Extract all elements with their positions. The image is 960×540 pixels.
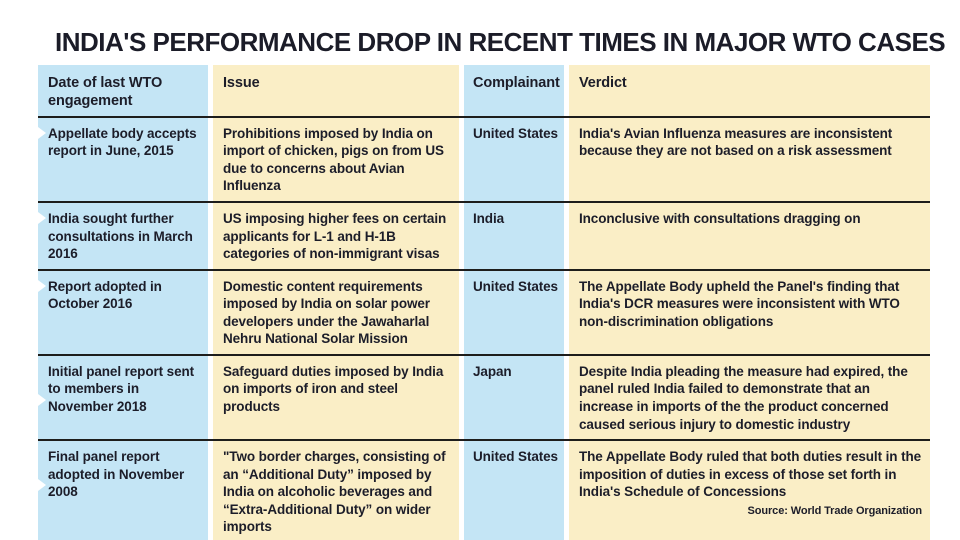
wto-cases-infographic: INDIA'S PERFORMANCE DROP IN RECENT TIMES…: [0, 28, 960, 540]
cell-verdict: Inconclusive with consultations dragging…: [569, 203, 930, 269]
table-row: Final panel report adopted in November 2…: [38, 439, 930, 540]
cell-complainant: United States: [464, 270, 564, 354]
cell-verdict: Despite India pleading the measure had e…: [569, 355, 930, 440]
cell-issue: Prohibitions imposed by India on import …: [213, 117, 459, 202]
verdict-text: The Appellate Body ruled that both dutie…: [579, 449, 922, 500]
source-note: Source: World Trade Organization: [747, 504, 923, 517]
row-pointer-icon: [38, 126, 46, 139]
cell-verdict: The Appellate Body upheld the Panel's fi…: [569, 270, 930, 354]
column-header-date: Date of last WTO engagement: [38, 64, 208, 116]
cell-date: India sought further consultations in Ma…: [38, 203, 208, 269]
wto-cases-table: Date of last WTO engagement Issue Compla…: [38, 64, 930, 540]
cell-date: Appellate body accepts report in June, 2…: [38, 117, 208, 202]
table-row: Initial panel report sent to members in …: [38, 353, 930, 440]
cell-verdict: The Appellate Body ruled that both dutie…: [569, 441, 930, 540]
cell-verdict: India's Avian Influenza measures are inc…: [569, 117, 930, 202]
cell-complainant: United States: [464, 441, 564, 540]
row-pointer-icon: [38, 279, 46, 292]
column-header-verdict: Verdict: [569, 64, 930, 116]
table-row: India sought further consultations in Ma…: [38, 201, 930, 269]
cell-complainant: India: [464, 203, 564, 269]
cell-complainant: Japan: [464, 355, 564, 440]
cell-date: Final panel report adopted in November 2…: [38, 441, 208, 540]
cell-date: Initial panel report sent to members in …: [38, 355, 208, 440]
cell-issue: Domestic content requirements imposed by…: [213, 270, 459, 354]
row-pointer-icon: [38, 393, 46, 406]
row-pointer-icon: [38, 479, 46, 492]
row-pointer-icon: [38, 212, 46, 225]
cell-issue: "Two border charges, consisting of an “A…: [213, 441, 459, 540]
table-row: Report adopted in October 2016 Domestic …: [38, 268, 930, 354]
page-title: INDIA'S PERFORMANCE DROP IN RECENT TIMES…: [55, 27, 946, 57]
table-header-row: Date of last WTO engagement Issue Compla…: [38, 64, 930, 116]
cell-issue: Safeguard duties imposed by India on imp…: [213, 355, 459, 440]
cell-date: Report adopted in October 2016: [38, 270, 208, 354]
column-header-complainant: Complainant: [464, 64, 564, 116]
table-row: Appellate body accepts report in June, 2…: [38, 115, 930, 202]
cell-complainant: United States: [464, 117, 564, 202]
column-header-issue: Issue: [213, 64, 459, 116]
cell-issue: US imposing higher fees on certain appli…: [213, 203, 459, 269]
